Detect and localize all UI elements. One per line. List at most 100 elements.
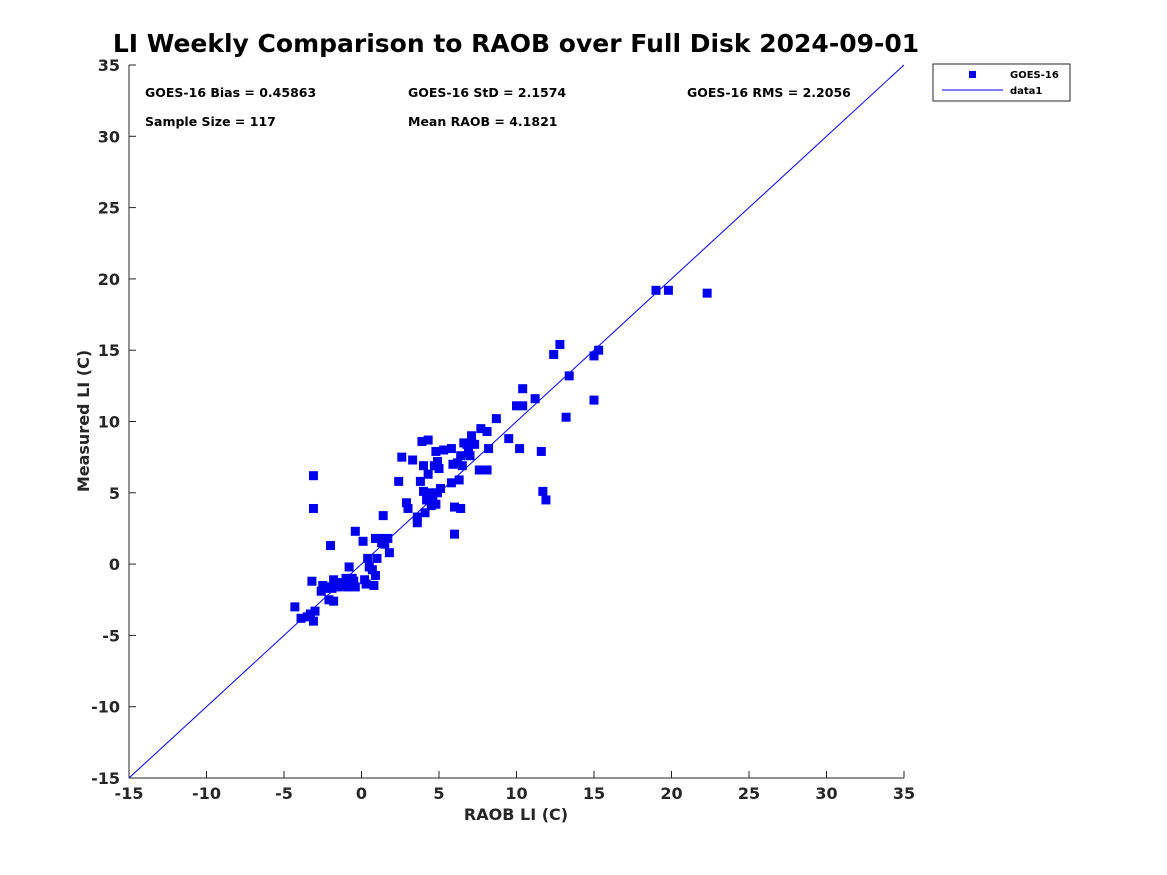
data-point (343, 582, 353, 592)
rms-annotation: GOES-16 RMS = 2.2056 (687, 85, 851, 100)
legend-label-goes16: GOES-16 (1010, 70, 1059, 81)
x-ticks: -15 -10 -5 0 5 10 15 20 25 30 35 (115, 771, 915, 803)
x-tick-label: -15 (115, 784, 144, 803)
data-point (474, 465, 484, 475)
data-point (450, 502, 459, 512)
series-goes16-points (290, 285, 712, 626)
data-point (408, 455, 418, 465)
series-data1-line (128, 64, 905, 779)
data-point (350, 582, 360, 592)
mean-raob-annotation: Mean RAOB = 4.1821 (408, 114, 557, 129)
data-point (367, 565, 377, 575)
data-point (515, 444, 525, 454)
data-point (307, 576, 317, 586)
data-point (432, 456, 442, 466)
data-point (324, 595, 334, 605)
data-point (536, 446, 546, 456)
data-point (369, 580, 379, 590)
data-point (456, 503, 466, 513)
x-tick-label: -5 (275, 784, 293, 803)
data-point (450, 529, 459, 539)
data-point (310, 606, 320, 616)
data-point (589, 351, 599, 361)
data-point (425, 488, 435, 498)
data-point (594, 345, 604, 355)
data-point (378, 511, 388, 521)
data-point (482, 426, 492, 436)
data-point (296, 613, 306, 623)
data-point (349, 576, 359, 586)
data-point (329, 596, 339, 606)
data-point (476, 424, 486, 434)
x-tick-label: 35 (893, 784, 915, 803)
data-point (363, 553, 373, 563)
data-point (453, 458, 463, 468)
x-tick-label: 20 (660, 784, 682, 803)
data-point (512, 401, 521, 411)
y-tick-label: 0 (109, 555, 120, 574)
y-tick-label: -10 (91, 698, 120, 717)
y-tick-label: 15 (98, 341, 120, 360)
data-point (361, 579, 371, 589)
data-point (290, 602, 300, 612)
data-point (561, 412, 571, 422)
data-point (397, 452, 407, 462)
y-ticks: -15 -10 -5 0 5 10 15 20 25 30 35 (91, 56, 136, 788)
data-point (394, 476, 404, 486)
data-point (431, 446, 441, 456)
data-point (484, 444, 494, 454)
data-point (436, 484, 446, 494)
data-point (380, 539, 390, 549)
x-tick-label: -10 (192, 784, 221, 803)
data-point (555, 339, 565, 349)
data-point (341, 573, 351, 583)
x-tick-label: 30 (815, 784, 837, 803)
legend-box (932, 63, 1071, 102)
y-tick-label: 30 (98, 127, 120, 146)
data-point (401, 498, 411, 508)
x-tick-label: 10 (505, 784, 527, 803)
data-point (358, 536, 368, 546)
data-point (344, 562, 354, 572)
data-point (372, 553, 382, 563)
data-point (383, 533, 393, 543)
y-tick-label: 25 (98, 199, 120, 218)
data-point (504, 434, 514, 444)
data-point (467, 431, 477, 441)
data-point (465, 451, 475, 461)
y-axis-label: Measured LI (C) (74, 350, 93, 492)
legend: GOES-16 data1 (932, 63, 1071, 102)
legend-marker-goes16 (969, 71, 976, 78)
data-point (457, 461, 467, 471)
data-point (403, 503, 413, 513)
data-point (417, 436, 427, 446)
data-point (308, 616, 318, 626)
y-tick-label: 20 (98, 270, 120, 289)
data-point (434, 464, 444, 474)
data-point (491, 414, 501, 424)
y-tick-label: 5 (109, 484, 120, 503)
y-tick-label: -5 (102, 626, 120, 645)
data-point (327, 583, 337, 593)
data-point (702, 288, 712, 298)
data-point (439, 445, 449, 455)
data-point (412, 512, 422, 522)
data-point (370, 533, 380, 543)
stats-annotations: GOES-16 Bias = 0.45863 GOES-16 StD = 2.1… (145, 85, 851, 129)
x-axis-label: RAOB LI (C) (464, 805, 568, 824)
bias-annotation: GOES-16 Bias = 0.45863 (145, 85, 316, 100)
data-point (423, 435, 433, 445)
plot-area (128, 64, 905, 779)
data-point (350, 526, 360, 536)
x-tick-label: 15 (583, 784, 605, 803)
data-point (420, 508, 430, 518)
data-point (446, 444, 456, 454)
data-point (322, 582, 332, 592)
data-point (530, 394, 540, 404)
data-point (482, 465, 492, 475)
data-point (308, 503, 318, 513)
data-point (305, 609, 315, 619)
data-point (589, 395, 599, 405)
chart-title: LI Weekly Comparison to RAOB over Full D… (113, 29, 919, 58)
